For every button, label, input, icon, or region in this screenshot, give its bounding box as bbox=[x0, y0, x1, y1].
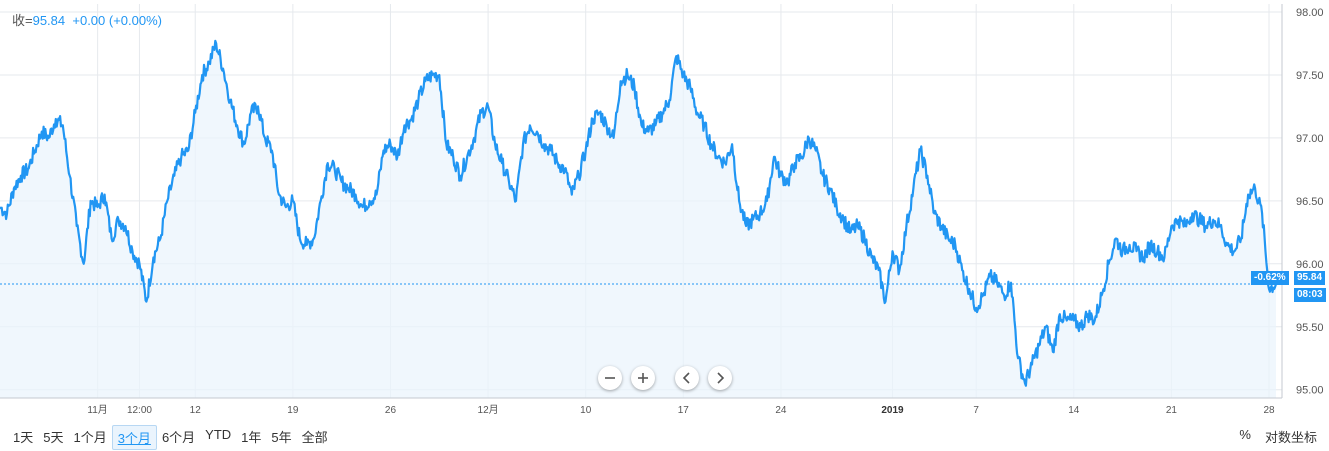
range-option[interactable]: 1个月 bbox=[73, 430, 107, 445]
y-tick-label: 98.00 bbox=[1296, 7, 1324, 19]
y-tick-label: 97.50 bbox=[1296, 70, 1324, 82]
last-price-tag: 95.84 bbox=[1294, 271, 1326, 285]
legend-change: +0.00 (+0.00%) bbox=[72, 13, 162, 28]
range-option[interactable]: 1天 bbox=[13, 430, 34, 445]
chevron-right-icon bbox=[717, 372, 725, 384]
chart-axes: 95.00 95.50 96.00 96.50 97.00 97.50 98.00 11月 12… bbox=[0, 4, 1324, 416]
x-tick-label: 10 bbox=[580, 405, 592, 416]
range-option[interactable]: 1年 bbox=[241, 430, 262, 445]
zoom-in-button[interactable] bbox=[631, 366, 655, 390]
x-tick-label: 11月 bbox=[87, 404, 107, 416]
chart-area-fill bbox=[0, 40, 1276, 399]
x-tick-label: 14 bbox=[1068, 405, 1080, 416]
x-tick-label: 17 bbox=[678, 405, 690, 416]
chevron-left-icon bbox=[682, 372, 690, 384]
y-tick-label: 95.50 bbox=[1296, 322, 1324, 334]
x-tick-label: 28 bbox=[1263, 405, 1275, 416]
percent-toggle[interactable]: % bbox=[1239, 427, 1251, 442]
change-pct-tag: -0.62% bbox=[1251, 271, 1289, 285]
x-tick-label: 24 bbox=[775, 405, 787, 416]
x-tick-label: 12:00 bbox=[127, 405, 152, 416]
x-tick-label: 21 bbox=[1166, 405, 1178, 416]
x-tick-label: 12 bbox=[190, 405, 202, 416]
range-option[interactable]: 5年 bbox=[271, 430, 292, 445]
range-option[interactable]: 3个月 bbox=[111, 425, 157, 450]
legend-prefix: 收= bbox=[12, 13, 33, 28]
last-time-tag: 08:03 bbox=[1294, 288, 1326, 302]
y-tick-label: 96.00 bbox=[1296, 259, 1324, 271]
zoom-out-button[interactable] bbox=[598, 366, 622, 390]
range-option[interactable]: 全部 bbox=[301, 430, 328, 445]
price-legend: 收=95.84 +0.00 (+0.00%) bbox=[12, 10, 162, 29]
x-tick-label: 19 bbox=[287, 405, 299, 416]
chart-options: % 对数坐标 bbox=[1239, 427, 1317, 446]
chart-line-layer bbox=[0, 39, 1282, 387]
x-tick-label: 7 bbox=[973, 405, 979, 416]
x-tick-label: 2019 bbox=[881, 405, 904, 416]
range-option[interactable]: 5天 bbox=[43, 430, 64, 445]
scroll-left-button[interactable] bbox=[675, 366, 699, 390]
minus-icon bbox=[605, 377, 615, 379]
series-line bbox=[0, 39, 1278, 387]
scroll-right-button[interactable] bbox=[708, 366, 732, 390]
price-chart[interactable]: 95.00 95.50 96.00 96.50 97.00 97.50 98.00 11月 12… bbox=[0, 0, 1329, 420]
x-tick-label: 26 bbox=[385, 405, 397, 416]
y-tick-label: 97.00 bbox=[1296, 133, 1324, 145]
y-tick-label: 96.50 bbox=[1296, 196, 1324, 208]
y-tick-label: 95.00 bbox=[1296, 385, 1324, 397]
range-selector: 1天 5天 1个月 3个月 6个月 YTD 1年 5年 全部 bbox=[8, 425, 333, 450]
x-tick-label: 12月 bbox=[478, 404, 499, 416]
range-option[interactable]: 6个月 bbox=[161, 430, 196, 445]
series-area bbox=[0, 40, 1276, 399]
plus-icon bbox=[638, 373, 648, 383]
legend-price: 95.84 bbox=[32, 13, 66, 28]
range-option[interactable]: YTD bbox=[205, 427, 232, 442]
log-scale-toggle[interactable]: 对数坐标 bbox=[1264, 430, 1317, 445]
